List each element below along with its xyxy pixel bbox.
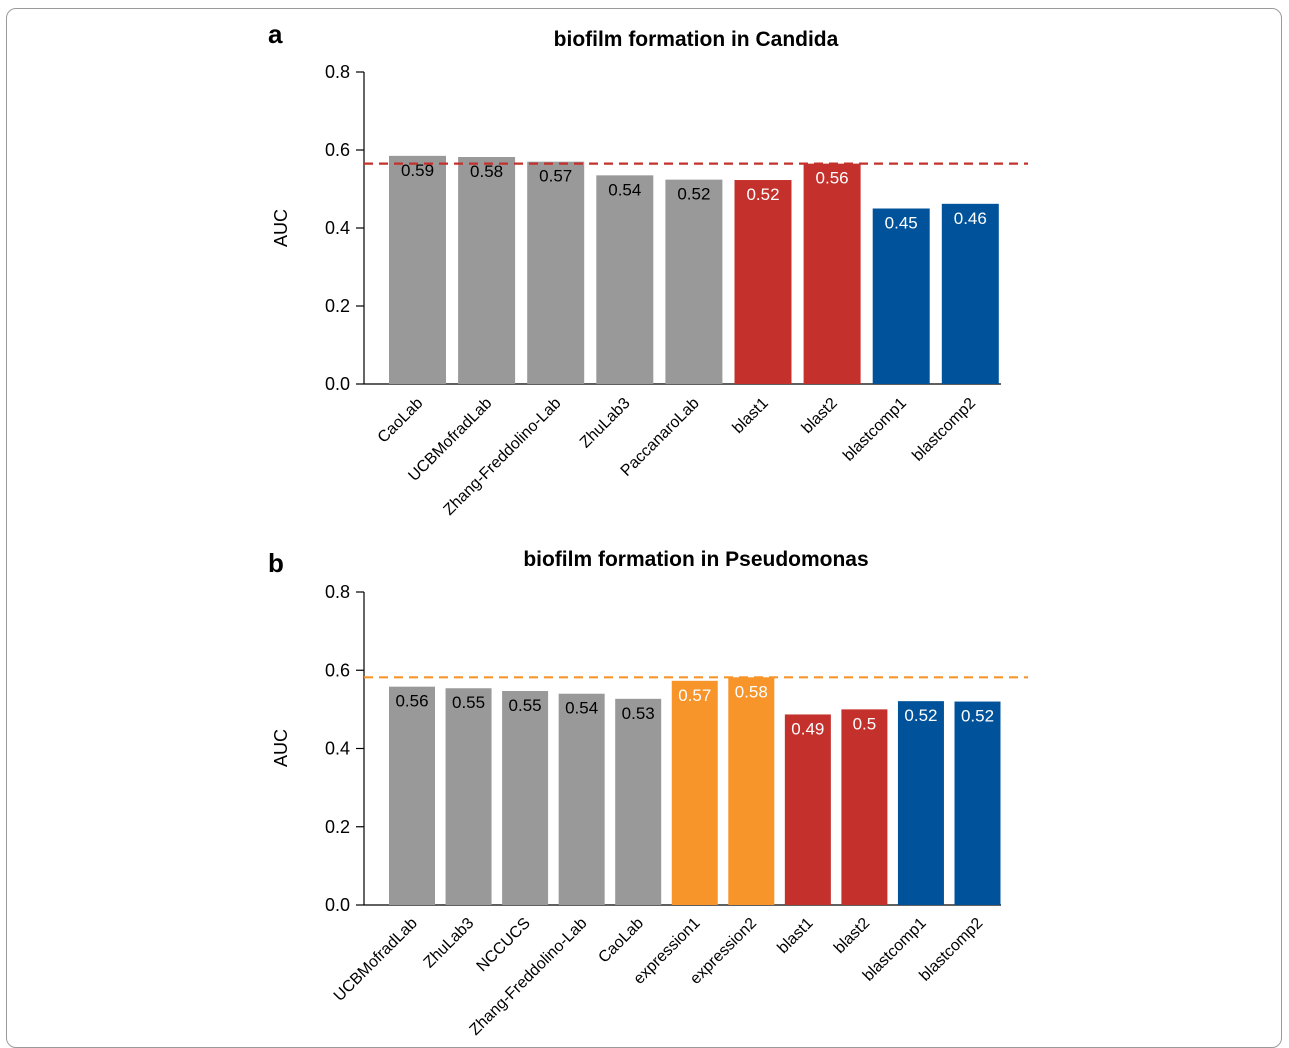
panel-b-bar-blast1 (784, 714, 831, 905)
panel-a-bar-blastcomp2 (941, 203, 999, 384)
panel-b-value-label-expression2: 0.58 (735, 682, 768, 701)
panel-a-y-tick-label: 0.6 (325, 140, 350, 160)
panel-b-value-label-blast2: 0.5 (853, 714, 877, 733)
panel-a-y-tick-label: 0.8 (325, 62, 350, 82)
panel-a-category-label-CaoLab: CaoLab (375, 395, 427, 447)
panel-a-bar-ZhuLab3 (596, 175, 654, 384)
panel-a-bar-blast2 (803, 163, 861, 384)
panel-b-category-label-ZhuLab3: ZhuLab3 (421, 915, 478, 972)
panel-b-bar-expression2 (728, 677, 775, 905)
panel-b-bar-UCBMofradLab (389, 686, 435, 905)
panel-a-bar-Zhang-Freddolino-Lab (527, 161, 585, 384)
panel-b-title: biofilm formation in Pseudomonas (523, 548, 868, 571)
panel-a-value-label-blastcomp1: 0.45 (885, 214, 918, 233)
panel-a-letter: a (268, 19, 283, 49)
panel-a-category-label-blastcomp1: blastcomp1 (840, 395, 910, 465)
panel-a-value-label-ZhuLab3: 0.54 (608, 180, 641, 199)
panel-b-value-label-ZhuLab3: 0.55 (452, 693, 485, 712)
panel-b-bar-blastcomp2 (954, 701, 1001, 905)
panel-b-category-label-blast2: blast2 (831, 915, 873, 957)
panel-b-value-label-CaoLab: 0.53 (622, 704, 655, 723)
panel-b-bar-ZhuLab3 (445, 688, 492, 905)
panel-b-category-label-blast1: blast1 (774, 915, 816, 957)
panel-b-category-label-CaoLab: CaoLab (595, 915, 647, 967)
panel-b-bar-blastcomp1 (897, 701, 944, 905)
panel-b-category-label-Zhang-Freddolino-Lab: Zhang-Freddolino-Lab (467, 915, 591, 1039)
panel-a-title: biofilm formation in Candida (554, 28, 839, 51)
panel-a-bar-PaccanaroLab (665, 179, 723, 384)
panel-b-bar-expression1 (671, 680, 718, 905)
panel-a-category-label-Zhang-Freddolino-Lab: Zhang-Freddolino-Lab (441, 395, 565, 519)
panel-b-category-label-UCBMofradLab: UCBMofradLab (331, 915, 421, 1005)
panel-a-category-label-blastcomp2: blastcomp2 (909, 395, 979, 465)
panel-b-bar-blast2 (841, 709, 888, 905)
panel-a-category-label-blast1: blast1 (730, 395, 772, 437)
panel-b-bar-NCCUCS (502, 690, 549, 905)
panel-a-value-label-blast2: 0.56 (816, 169, 849, 188)
panel-a-value-label-Zhang-Freddolino-Lab: 0.57 (539, 167, 572, 186)
panel-a-bar-UCBMofradLab (458, 157, 516, 384)
panel-a-value-label-blast1: 0.52 (746, 185, 779, 204)
panel-a-category-label-blast2: blast2 (799, 395, 841, 437)
panel-b-y-tick-label: 0.2 (325, 817, 350, 837)
panel-a-value-label-PaccanaroLab: 0.52 (677, 185, 710, 204)
panel-b-value-label-blastcomp2: 0.52 (961, 707, 994, 726)
panel-a-bar-blast1 (734, 180, 792, 384)
panel-b-value-label-NCCUCS: 0.55 (509, 696, 542, 715)
panel-a-value-label-CaoLab: 0.59 (401, 161, 434, 180)
panel-a-value-label-UCBMofradLab: 0.58 (470, 162, 503, 181)
panel-b-bar-CaoLab (615, 698, 662, 905)
panel-b-value-label-UCBMofradLab: 0.56 (395, 692, 428, 711)
panel-b-value-label-Zhang-Freddolino-Lab: 0.54 (565, 699, 598, 718)
panel-a-bar-CaoLab (389, 155, 446, 384)
panel-b-y-tick-label: 0.8 (325, 582, 350, 602)
panel-a-y-tick-label: 0.2 (325, 296, 350, 316)
panel-a-y-tick-label: 0.4 (325, 218, 350, 238)
panel-b-bar-Zhang-Freddolino-Lab (558, 693, 605, 905)
panel-b-value-label-blast1: 0.49 (791, 719, 824, 738)
panel-b-y-tick-label: 0.0 (325, 895, 350, 915)
panel-b-value-label-expression1: 0.57 (678, 686, 711, 705)
panel-b-y-tick-label: 0.4 (325, 739, 350, 759)
panel-b-category-label-NCCUCS: NCCUCS (474, 915, 534, 975)
panel-a-bar-blastcomp1 (872, 208, 930, 384)
panel-b-y-tick-label: 0.6 (325, 660, 350, 680)
panel-a-y-label: AUC (271, 209, 291, 247)
panel-b-value-label-blastcomp1: 0.52 (904, 706, 937, 725)
panel-a-value-label-blastcomp2: 0.46 (954, 209, 987, 228)
panel-b-y-label: AUC (271, 729, 291, 767)
panel-b-letter: b (268, 548, 284, 578)
panel-a-category-label-ZhuLab3: ZhuLab3 (577, 395, 634, 452)
panel-a-y-tick-label: 0.0 (325, 374, 350, 394)
